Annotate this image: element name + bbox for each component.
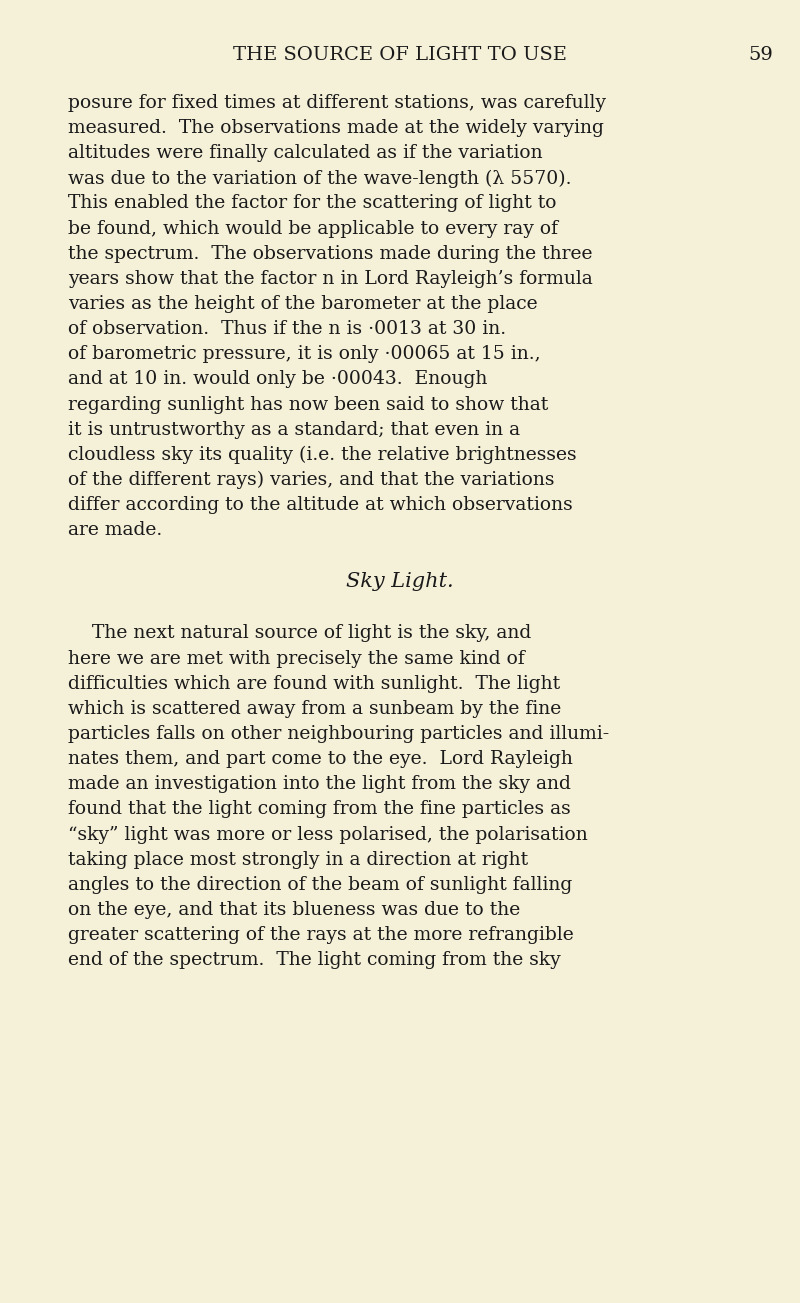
Text: made an investigation into the light from the sky and: made an investigation into the light fro… xyxy=(68,775,571,794)
Text: differ according to the altitude at which observations: differ according to the altitude at whic… xyxy=(68,496,573,515)
Text: end of the spectrum.  The light coming from the sky: end of the spectrum. The light coming fr… xyxy=(68,951,561,969)
Text: measured.  The observations made at the widely varying: measured. The observations made at the w… xyxy=(68,119,604,137)
Text: of observation.  Thus if the n is ·0013 at 30 in.: of observation. Thus if the n is ·0013 a… xyxy=(68,321,506,339)
Text: be found, which would be applicable to every ray of: be found, which would be applicable to e… xyxy=(68,219,558,237)
Text: taking place most strongly in a direction at right: taking place most strongly in a directio… xyxy=(68,851,528,869)
Text: which is scattered away from a sunbeam by the fine: which is scattered away from a sunbeam b… xyxy=(68,700,562,718)
Text: particles falls on other neighbouring particles and illumi-: particles falls on other neighbouring pa… xyxy=(68,724,610,743)
Text: 59: 59 xyxy=(748,46,773,64)
Text: it is untrustworthy as a standard; that even in a: it is untrustworthy as a standard; that … xyxy=(68,421,520,439)
Text: “sky” light was more or less polarised, the polarisation: “sky” light was more or less polarised, … xyxy=(68,826,588,843)
Text: was due to the variation of the wave-length (λ 5570).: was due to the variation of the wave-len… xyxy=(68,169,571,188)
Text: of the different rays) varies, and that the variations: of the different rays) varies, and that … xyxy=(68,470,554,490)
Text: on the eye, and that its blueness was due to the: on the eye, and that its blueness was du… xyxy=(68,902,520,919)
Text: The next natural source of light is the sky, and: The next natural source of light is the … xyxy=(68,624,531,642)
Text: greater scattering of the rays at the more refrangible: greater scattering of the rays at the mo… xyxy=(68,926,574,945)
Text: years show that the factor n in Lord Rayleigh’s formula: years show that the factor n in Lord Ray… xyxy=(68,270,593,288)
Text: varies as the height of the barometer at the place: varies as the height of the barometer at… xyxy=(68,294,538,313)
Text: angles to the direction of the beam of sunlight falling: angles to the direction of the beam of s… xyxy=(68,876,572,894)
Text: are made.: are made. xyxy=(68,521,162,539)
Text: difficulties which are found with sunlight.  The light: difficulties which are found with sunlig… xyxy=(68,675,560,693)
Text: found that the light coming from the fine particles as: found that the light coming from the fin… xyxy=(68,800,570,818)
Text: of barometric pressure, it is only ·00065 at 15 in.,: of barometric pressure, it is only ·0006… xyxy=(68,345,541,364)
Text: Sky Light.: Sky Light. xyxy=(346,572,454,590)
Text: altitudes were finally calculated as if the variation: altitudes were finally calculated as if … xyxy=(68,145,542,162)
Text: This enabled the factor for the scattering of light to: This enabled the factor for the scatteri… xyxy=(68,194,557,212)
Text: here we are met with precisely the same kind of: here we are met with precisely the same … xyxy=(68,650,525,667)
Text: the spectrum.  The observations made during the three: the spectrum. The observations made duri… xyxy=(68,245,593,263)
Text: cloudless sky its quality (i.e. the relative brightnesses: cloudless sky its quality (i.e. the rela… xyxy=(68,446,577,464)
Text: and at 10 in. would only be ·00043.  Enough: and at 10 in. would only be ·00043. Enou… xyxy=(68,370,487,388)
Text: regarding sunlight has now been said to show that: regarding sunlight has now been said to … xyxy=(68,396,548,413)
Text: THE SOURCE OF LIGHT TO USE: THE SOURCE OF LIGHT TO USE xyxy=(233,46,567,64)
Text: nates them, and part come to the eye.  Lord Rayleigh: nates them, and part come to the eye. Lo… xyxy=(68,751,573,769)
Text: posure for fixed times at different stations, was carefully: posure for fixed times at different stat… xyxy=(68,94,606,112)
